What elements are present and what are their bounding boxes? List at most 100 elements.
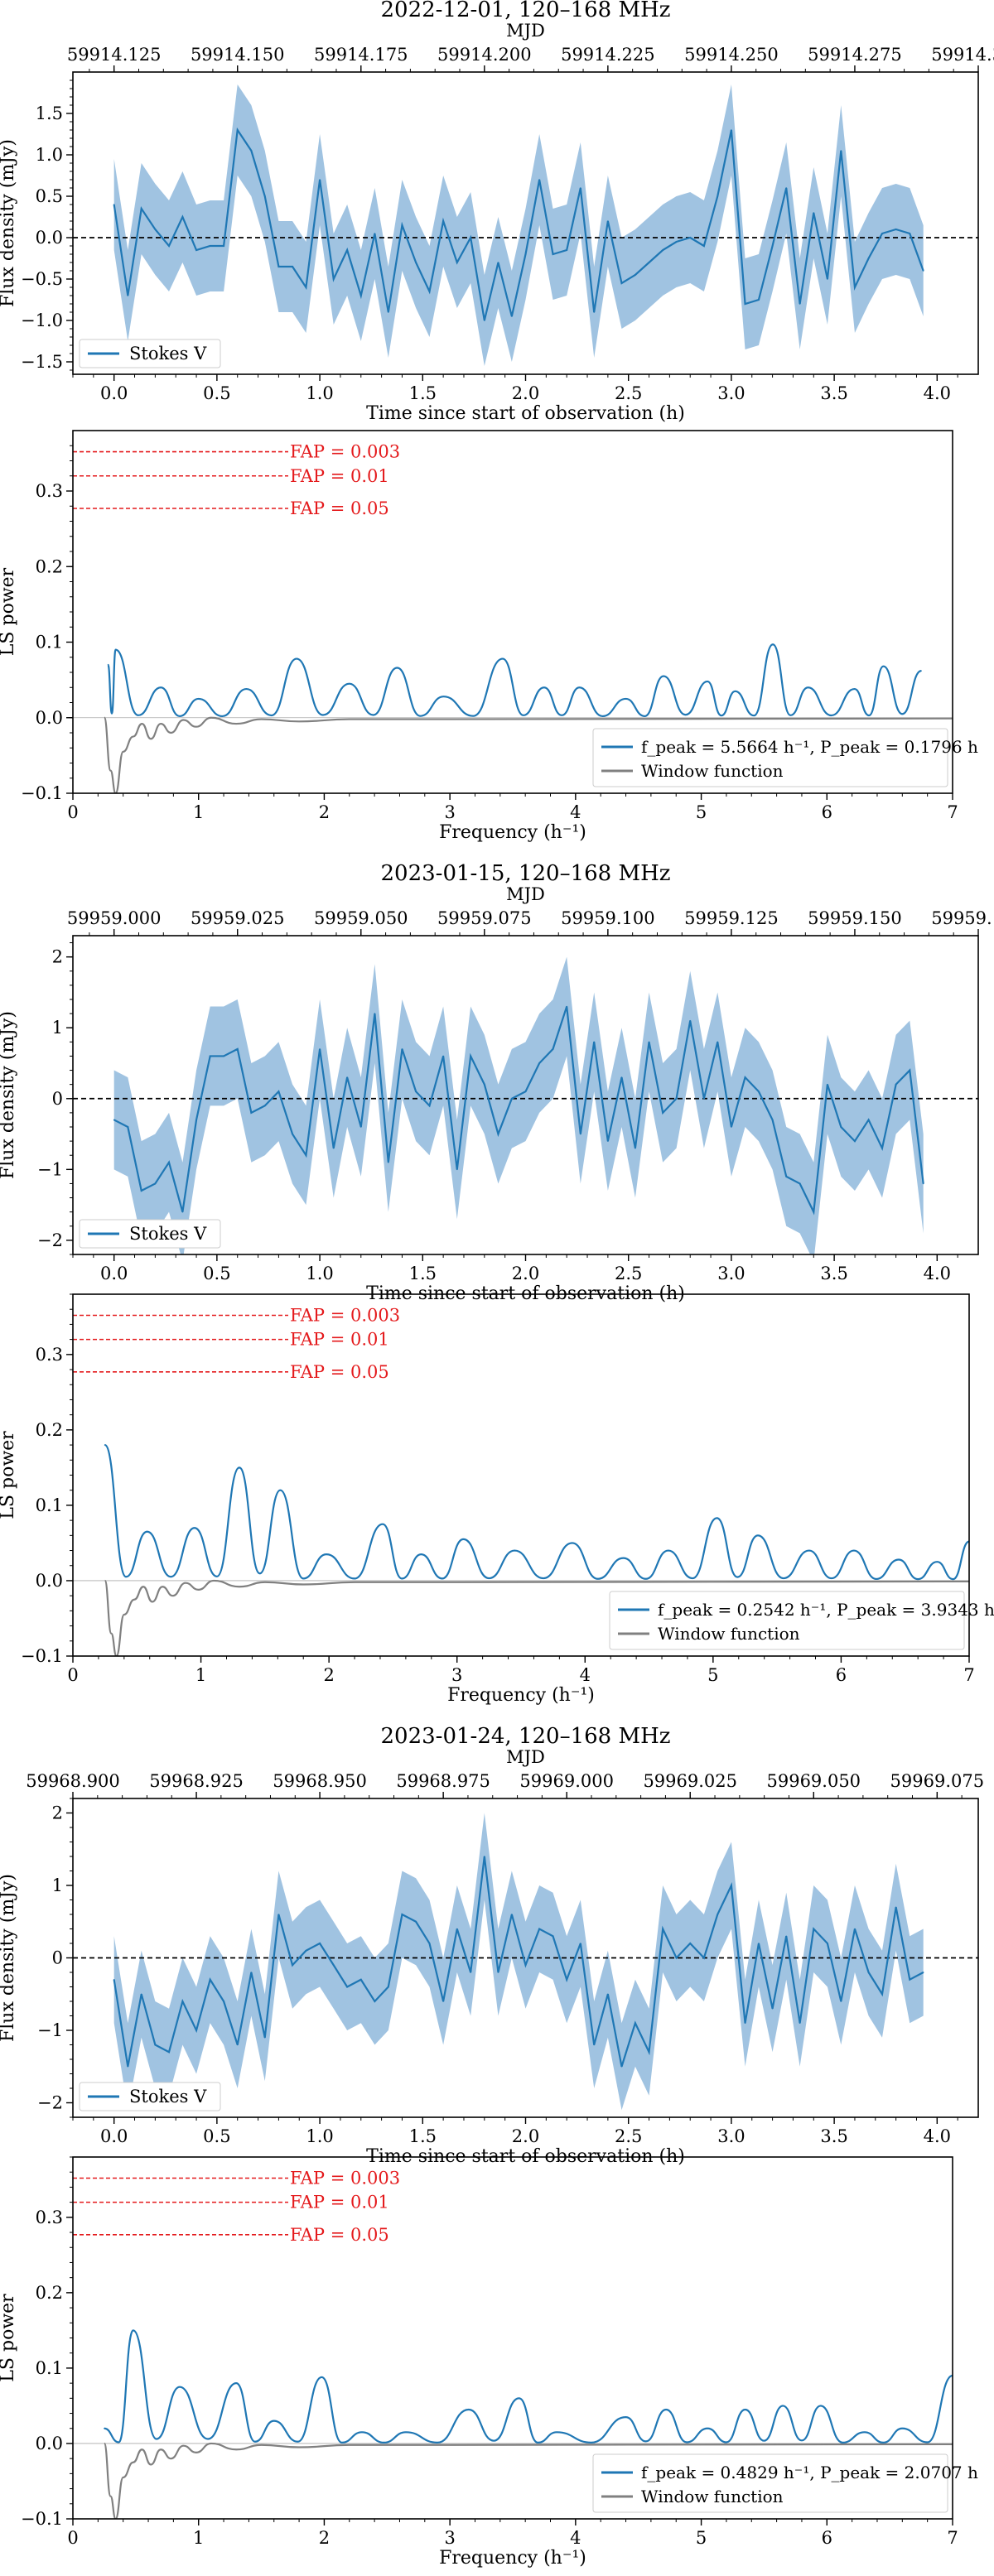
top-axis-label: MJD <box>506 1747 545 1767</box>
data-point <box>456 262 458 263</box>
fap-label: FAP = 0.01 <box>290 1330 389 1350</box>
x-tick-label: 0 <box>67 802 78 822</box>
x-tick-label: 0.0 <box>100 383 128 403</box>
periodogram-peak <box>518 2397 520 2400</box>
legend-label: Stokes V <box>129 2087 207 2107</box>
periodogram-peak <box>808 1549 810 1552</box>
legend-frame <box>79 339 221 368</box>
data-point <box>895 1083 897 1086</box>
data-point <box>867 1972 870 1973</box>
y-tick-label: 0.0 <box>36 228 63 248</box>
x-tick-label: 2.0 <box>512 383 539 403</box>
periodogram-peak <box>104 1444 106 1446</box>
periodogram-peak <box>321 2376 323 2378</box>
data-point <box>552 1935 554 1938</box>
data-point <box>332 1147 335 1149</box>
data-point <box>813 212 815 214</box>
legend-label: f_peak = 5.5664 h⁻¹, P_peak = 0.1796 h <box>641 737 978 757</box>
data-point <box>895 229 897 230</box>
periodogram-peak <box>572 1542 573 1544</box>
data-point <box>689 1943 692 1944</box>
y-axis-label: LS power <box>0 2294 18 2382</box>
fap-label: FAP = 0.05 <box>290 1362 389 1382</box>
periodogram-peak <box>625 698 627 700</box>
data-point <box>401 1914 403 1915</box>
data-point <box>662 1928 663 1930</box>
x-tick-label: 4 <box>580 1665 591 1685</box>
periodogram-peak <box>772 643 774 646</box>
data-point <box>442 220 444 222</box>
x-tick-label: 4.0 <box>924 1264 951 1283</box>
top-tick-label: 59959.100 <box>561 908 655 928</box>
y-tick-label: 1.0 <box>36 145 63 165</box>
data-point <box>140 1190 142 1192</box>
top-tick-label: 59959.000 <box>67 908 162 928</box>
periodogram-peak <box>462 1538 465 1540</box>
x-tick-label: 0.5 <box>203 1264 230 1283</box>
y-tick-label: 0.2 <box>36 2283 63 2303</box>
y-axis-label: Flux density (mJy) <box>0 139 18 307</box>
data-point <box>524 253 527 255</box>
x-axis-label: Time since start of observation (h) <box>366 403 685 424</box>
top-tick-label: 59914.200 <box>437 45 532 65</box>
data-point <box>922 270 924 272</box>
x-tick-label: 1.5 <box>409 2126 437 2146</box>
data-point <box>813 1928 815 1930</box>
panel-ls1: FAP = 0.003 FAP = 0.01 FAP = 0.05 f_peak = … <box>0 430 978 843</box>
x-tick-label: 0 <box>67 1665 78 1685</box>
data-point <box>223 245 224 247</box>
y-axis-label: Flux density (mJy) <box>0 1011 18 1179</box>
data-point <box>538 1928 540 1930</box>
periodogram-peak <box>901 2427 904 2429</box>
data-point <box>580 1943 581 1944</box>
data-point <box>909 1978 911 1981</box>
data-point <box>785 1176 788 1177</box>
data-point <box>470 1055 471 1057</box>
data-point <box>250 150 253 152</box>
data-point <box>620 2065 623 2068</box>
data-point <box>292 266 293 267</box>
data-point <box>113 1978 115 1981</box>
legend-label: Window function <box>641 2487 784 2506</box>
data-point <box>731 1126 732 1128</box>
data-point <box>607 220 609 222</box>
periodogram-peak <box>273 2420 275 2422</box>
legend: f_peak = 0.4829 h⁻¹, P_peak = 2.0707 h Wi… <box>592 2453 978 2513</box>
data-point <box>675 1957 678 1959</box>
fap-label: FAP = 0.01 <box>290 2193 389 2212</box>
periodogram-peak <box>882 665 885 667</box>
y-tick-label: 0.0 <box>36 708 63 728</box>
legend: Stokes V <box>79 339 221 368</box>
data-point <box>717 195 719 197</box>
data-point <box>195 249 197 251</box>
data-point <box>223 2001 224 2002</box>
data-point <box>799 2022 801 2025</box>
data-point <box>415 1920 417 1923</box>
legend-frame <box>79 1219 221 1249</box>
data-point <box>442 2001 444 2002</box>
x-tick-label: 3.0 <box>717 383 745 403</box>
periodogram-peak <box>514 1549 516 1552</box>
y-tick-label: −1.0 <box>21 311 63 330</box>
data-point <box>909 1069 911 1071</box>
x-tick-label: 4.0 <box>924 2126 951 2146</box>
periodogram-peak <box>936 1561 939 1562</box>
x-tick-label: 1.0 <box>306 2126 333 2146</box>
data-point <box>263 1105 266 1107</box>
top-tick-label: 59959.025 <box>191 908 285 928</box>
data-point <box>881 233 883 234</box>
fap-label: FAP = 0.003 <box>290 442 400 462</box>
data-point <box>305 1949 307 1952</box>
data-point <box>580 187 581 189</box>
x-tick-label: 2.0 <box>512 1264 539 1283</box>
periodogram-peak <box>133 2329 134 2332</box>
data-point <box>388 1161 389 1163</box>
top-tick-label: 59968.950 <box>273 1771 367 1791</box>
x-tick-label: 3 <box>451 1665 462 1685</box>
legend: f_peak = 5.5664 h⁻¹, P_peak = 0.1796 h Wi… <box>592 728 978 787</box>
data-point <box>593 2044 596 2046</box>
data-point <box>909 233 911 234</box>
data-point <box>675 1097 678 1100</box>
